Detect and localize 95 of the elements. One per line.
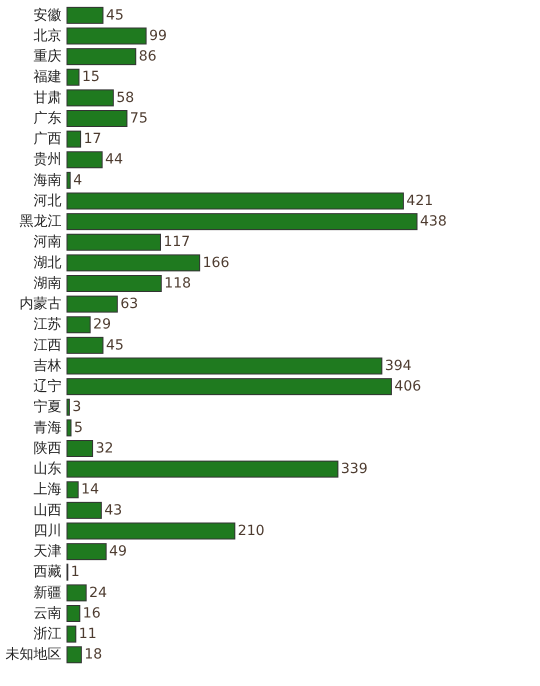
y-tick-label: 宁夏 bbox=[34, 399, 62, 416]
y-tick-label: 新疆 bbox=[34, 584, 62, 601]
bar bbox=[66, 110, 128, 127]
bar bbox=[66, 254, 200, 272]
bar bbox=[66, 27, 147, 44]
y-tick-label: 河北 bbox=[34, 192, 62, 209]
data-label: 45 bbox=[106, 7, 124, 24]
y-tick-label: 重庆 bbox=[34, 48, 62, 65]
y-tick-label: 江西 bbox=[34, 337, 62, 354]
y-tick-label: 四川 bbox=[34, 522, 62, 539]
data-label: 45 bbox=[106, 337, 124, 354]
data-label: 17 bbox=[84, 131, 102, 148]
bar bbox=[66, 604, 80, 622]
data-label: 394 bbox=[384, 358, 412, 374]
y-tick-label: 山东 bbox=[34, 461, 62, 478]
bar bbox=[66, 336, 104, 354]
bar bbox=[66, 481, 79, 498]
data-label: 166 bbox=[202, 254, 230, 271]
data-label: 29 bbox=[93, 316, 111, 333]
y-tick-label: 黑龙江 bbox=[20, 214, 62, 230]
y-tick-label: 广西 bbox=[34, 131, 62, 148]
bar bbox=[66, 460, 338, 478]
data-label: 421 bbox=[406, 192, 434, 209]
bar bbox=[66, 378, 392, 396]
y-tick-label: 河南 bbox=[34, 234, 62, 250]
bar bbox=[66, 130, 82, 148]
y-tick-label: 北京 bbox=[34, 28, 62, 44]
data-label: 406 bbox=[394, 378, 422, 395]
bar bbox=[66, 6, 104, 24]
data-label: 16 bbox=[82, 605, 101, 622]
y-tick-label: 湖北 bbox=[34, 254, 62, 271]
data-label: 118 bbox=[164, 275, 192, 292]
y-tick-label: 吉林 bbox=[34, 358, 62, 374]
data-label: 32 bbox=[96, 440, 114, 456]
bar bbox=[66, 213, 418, 230]
y-tick-label: 贵州 bbox=[34, 152, 62, 168]
y-tick-label: 陕西 bbox=[34, 440, 62, 456]
data-label: 24 bbox=[89, 584, 108, 601]
y-tick-label: 海南 bbox=[34, 172, 62, 188]
data-label: 75 bbox=[130, 110, 148, 126]
y-tick-label: 未知地区 bbox=[6, 646, 62, 663]
bar bbox=[66, 357, 382, 374]
bar bbox=[66, 440, 94, 457]
bar bbox=[66, 646, 82, 664]
data-label: 1 bbox=[70, 564, 80, 580]
y-tick-label: 甘肃 bbox=[34, 90, 62, 106]
y-tick-label: 江苏 bbox=[34, 316, 62, 333]
y-tick-label: 内蒙古 bbox=[20, 296, 62, 312]
data-label: 43 bbox=[104, 502, 122, 518]
bar bbox=[66, 274, 162, 292]
bar bbox=[66, 151, 103, 168]
y-tick-label: 西藏 bbox=[34, 564, 62, 580]
data-label: 3 bbox=[72, 399, 82, 416]
data-label: 339 bbox=[340, 461, 368, 478]
y-tick-label: 广东 bbox=[34, 110, 62, 126]
data-label: 44 bbox=[105, 152, 124, 168]
bar bbox=[66, 48, 136, 66]
data-label: 4 bbox=[73, 172, 82, 188]
bar bbox=[66, 626, 76, 643]
bar bbox=[66, 398, 70, 416]
data-label: 99 bbox=[149, 28, 167, 44]
data-label: 5 bbox=[74, 420, 83, 436]
data-label: 117 bbox=[163, 234, 190, 250]
bar bbox=[66, 522, 236, 540]
data-label: 63 bbox=[120, 296, 138, 312]
bar bbox=[66, 502, 102, 519]
y-tick-label: 上海 bbox=[34, 482, 62, 498]
bar bbox=[66, 172, 71, 189]
bar bbox=[66, 68, 80, 86]
bar bbox=[66, 543, 107, 560]
y-tick-label: 天津 bbox=[34, 544, 62, 560]
data-label: 49 bbox=[109, 544, 127, 560]
y-tick-label: 湖南 bbox=[34, 275, 62, 292]
bar bbox=[66, 192, 404, 210]
data-label: 14 bbox=[81, 482, 100, 498]
y-tick-label: 安徽 bbox=[34, 7, 62, 24]
y-tick-label: 浙江 bbox=[34, 626, 62, 642]
data-label: 11 bbox=[78, 626, 97, 642]
y-tick-label: 云南 bbox=[34, 605, 62, 622]
data-label: 210 bbox=[238, 522, 265, 539]
y-tick-label: 青海 bbox=[34, 420, 62, 436]
bar bbox=[66, 234, 161, 251]
data-label: 18 bbox=[84, 646, 102, 663]
bar bbox=[66, 316, 91, 334]
data-label: 86 bbox=[138, 48, 157, 65]
y-tick-label: 福建 bbox=[34, 69, 62, 86]
bar bbox=[66, 296, 118, 313]
bar bbox=[66, 584, 87, 602]
data-label: 58 bbox=[116, 90, 134, 106]
bar bbox=[66, 89, 114, 106]
data-label: 15 bbox=[82, 69, 100, 86]
bar bbox=[66, 419, 72, 436]
y-tick-label: 辽宁 bbox=[34, 378, 62, 395]
data-label: 438 bbox=[420, 214, 447, 230]
y-tick-label: 山西 bbox=[34, 502, 62, 518]
